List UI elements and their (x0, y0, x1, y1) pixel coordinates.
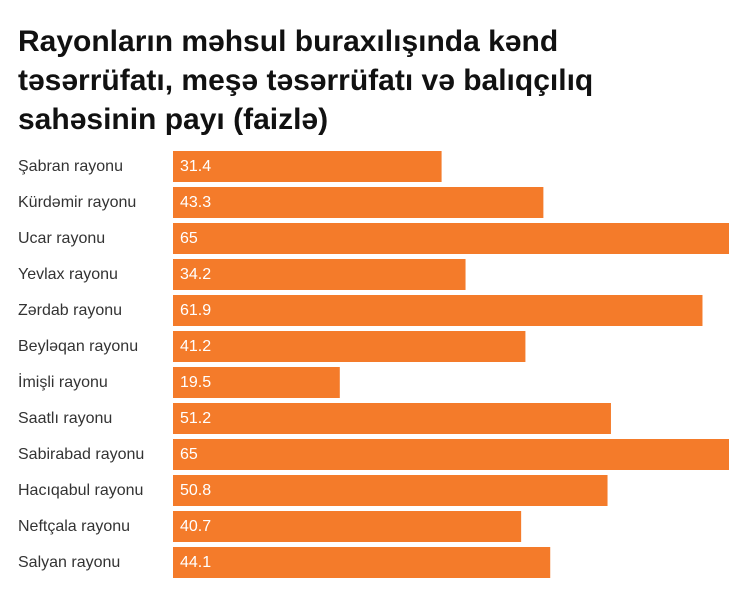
value-label: 51.2 (180, 410, 211, 427)
value-label: 50.8 (180, 482, 211, 499)
bar (173, 331, 526, 362)
value-label: 41.2 (180, 338, 211, 355)
value-label: 19.5 (180, 374, 211, 391)
bar (173, 295, 703, 326)
bar (173, 151, 442, 182)
value-label: 44.1 (180, 554, 211, 571)
value-label: 43.3 (180, 194, 211, 211)
bar (173, 223, 729, 254)
category-label: Saatlı rayonu (18, 410, 112, 427)
category-label: İmişli rayonu (18, 372, 108, 391)
category-label: Salyan rayonu (18, 554, 120, 571)
value-label: 61.9 (180, 302, 211, 319)
category-label: Neftçala rayonu (18, 518, 130, 535)
category-label: Şabran rayonu (18, 158, 123, 175)
bar (173, 403, 611, 434)
bar (173, 259, 466, 290)
category-label: Beyləqan rayonu (18, 338, 138, 355)
value-label: 65 (180, 230, 198, 247)
category-label: Ucar rayonu (18, 230, 105, 247)
category-label: Kürdəmir rayonu (18, 194, 136, 211)
bar (173, 367, 340, 398)
category-label: Yevlax rayonu (18, 266, 118, 283)
chart-title: Rayonların məhsul buraxılışında kənd təs… (18, 25, 594, 136)
value-label: 65 (180, 446, 198, 463)
bar (173, 439, 729, 470)
bar (173, 187, 544, 218)
bar (173, 547, 551, 578)
value-label: 40.7 (180, 518, 211, 535)
category-label: Hacıqabul rayonu (18, 482, 143, 499)
bar (173, 511, 522, 542)
value-label: 34.2 (180, 266, 211, 283)
bar (173, 475, 608, 506)
category-label: Sabirabad rayonu (18, 446, 144, 463)
value-label: 31.4 (180, 158, 211, 175)
category-label: Zərdab rayonu (18, 302, 122, 319)
